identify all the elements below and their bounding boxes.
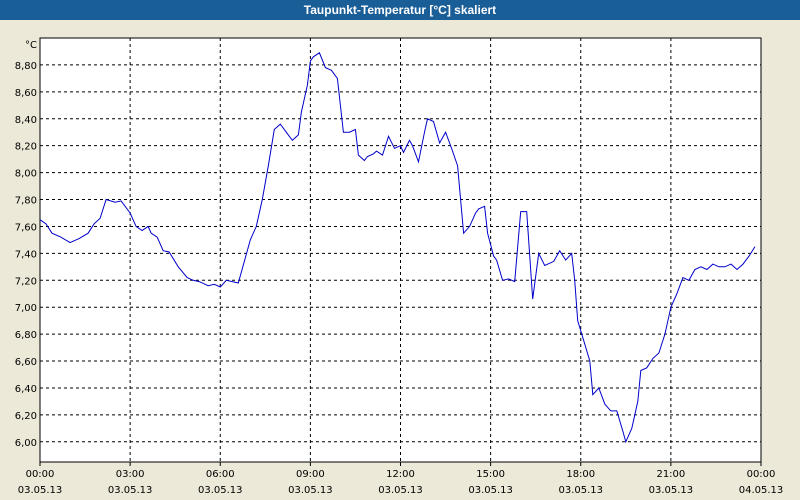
y-tick-label: 7,80 <box>15 196 37 207</box>
series-layer <box>39 52 756 444</box>
x-tick-time-label: 03:00 <box>116 469 145 480</box>
x-tick-time-label: 09:00 <box>296 469 325 480</box>
y-tick-label: 7,60 <box>15 222 37 233</box>
y-tick-label: 8,80 <box>15 61 37 72</box>
x-tick-date-label: 03.05.13 <box>468 485 513 496</box>
y-tick-label: 7,40 <box>15 249 37 260</box>
y-tick-label: 7,00 <box>15 303 37 314</box>
x-tick-time-label: 21:00 <box>656 469 685 480</box>
x-tick-time-label: 00:00 <box>747 469 776 480</box>
x-tick-time-label: 12:00 <box>386 469 415 480</box>
x-tick-date-label: 03.05.13 <box>649 485 694 496</box>
x-tick-time-label: 18:00 <box>566 469 595 480</box>
x-tick-date-label: 04.05.13 <box>739 485 784 496</box>
x-tick-date-label: 03.05.13 <box>18 485 63 496</box>
y-unit-label: °C <box>25 40 37 51</box>
x-tick-date-label: 03.05.13 <box>198 485 243 496</box>
y-tick-label: 8,20 <box>15 142 37 153</box>
x-tick-time-label: 06:00 <box>206 469 235 480</box>
y-tick-label: 8,00 <box>15 169 37 180</box>
x-tick-date-label: 03.05.13 <box>288 485 333 496</box>
chart-title: Taupunkt-Temperatur [°C] skaliert <box>0 0 800 20</box>
x-tick-date-label: 03.05.13 <box>378 485 423 496</box>
x-tick-date-label: 03.05.13 <box>558 485 603 496</box>
y-tick-label: 8,40 <box>15 115 37 126</box>
y-tick-label: 6,60 <box>15 357 37 368</box>
x-tick-date-label: 03.05.13 <box>108 485 153 496</box>
x-tick-time-label: 00:00 <box>26 469 55 480</box>
chart-canvas: 6,00 6,20 6,40 6,60 6,80 7,00 7,20 7,40 7,60 7,80… <box>15 37 784 496</box>
tick-layer: 6,00 6,20 6,40 6,60 6,80 7,00 7,20 7,40 7,60 7,80… <box>15 61 784 496</box>
y-tick-label: 6,00 <box>15 438 37 449</box>
y-tick-label: 6,20 <box>15 411 37 422</box>
y-tick-label: 6,40 <box>15 384 37 395</box>
y-tick-label: 8,60 <box>15 88 37 99</box>
y-tick-label: 6,80 <box>15 330 37 341</box>
grid-layer <box>39 38 762 466</box>
series-line <box>39 52 756 444</box>
y-tick-label: 7,20 <box>15 276 37 287</box>
x-tick-time-label: 15:00 <box>476 469 505 480</box>
